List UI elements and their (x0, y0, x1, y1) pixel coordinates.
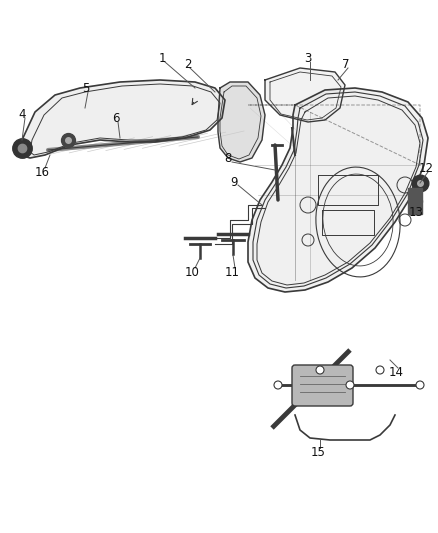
Polygon shape (248, 105, 420, 165)
Polygon shape (218, 82, 265, 162)
Text: 4: 4 (18, 108, 26, 120)
Polygon shape (265, 68, 345, 122)
Text: 13: 13 (409, 206, 424, 219)
Circle shape (416, 381, 424, 389)
Text: 1: 1 (158, 52, 166, 64)
Text: 8: 8 (224, 151, 232, 165)
Text: 6: 6 (112, 111, 120, 125)
Polygon shape (253, 92, 423, 288)
FancyBboxPatch shape (292, 365, 353, 406)
Text: 9: 9 (230, 175, 238, 189)
Text: 3: 3 (304, 52, 312, 64)
Text: 15: 15 (311, 446, 325, 458)
Text: 16: 16 (35, 166, 49, 179)
Polygon shape (248, 88, 428, 292)
Circle shape (376, 366, 384, 374)
Circle shape (316, 366, 324, 374)
Text: 2: 2 (184, 58, 192, 70)
Text: 10: 10 (184, 265, 199, 279)
Text: 12: 12 (418, 161, 434, 174)
Text: 5: 5 (82, 82, 90, 94)
Text: 11: 11 (225, 265, 240, 279)
Text: 14: 14 (389, 366, 403, 378)
Circle shape (346, 381, 354, 389)
Circle shape (274, 381, 282, 389)
Text: 7: 7 (342, 58, 350, 70)
Polygon shape (20, 80, 225, 158)
